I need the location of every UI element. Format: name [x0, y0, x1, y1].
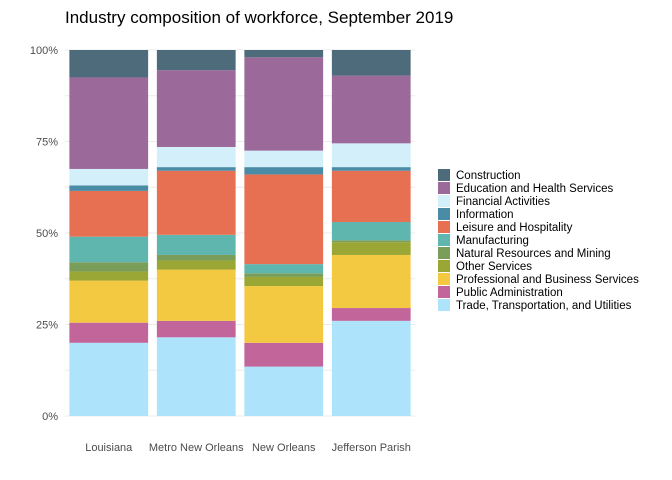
legend-label: Financial Activities: [456, 196, 550, 208]
bar-segment: [69, 280, 149, 323]
bar-segment: [244, 57, 324, 151]
bar-segment: [331, 143, 411, 168]
bar-segment: [331, 50, 411, 76]
legend-label: Public Administration: [456, 287, 563, 299]
bar-segment: [331, 167, 411, 171]
legend-label: Trade, Transportation, and Utilities: [456, 300, 632, 312]
bar-segment: [331, 170, 411, 223]
bar-segment: [244, 286, 324, 343]
bars: [69, 50, 411, 416]
bar-segment: [156, 70, 236, 147]
bar-segment: [244, 276, 324, 287]
bar-segment: [244, 50, 324, 58]
legend-key: [438, 247, 450, 259]
bar-segment: [244, 342, 324, 367]
legend-key: [438, 182, 450, 194]
bar-segment: [244, 174, 324, 265]
bar-segment: [69, 50, 149, 78]
x-tick-label: Jefferson Parish: [332, 442, 411, 454]
legend-key: [438, 169, 450, 181]
bar-segment: [156, 167, 236, 171]
x-tick-label: New Orleans: [252, 442, 316, 454]
y-tick-label: 50%: [36, 228, 58, 240]
legend-label: Professional and Business Services: [456, 274, 639, 286]
y-tick-label: 100%: [30, 45, 58, 57]
y-axis: 0% 25% 50% 75% 100%: [30, 45, 58, 423]
legend-key: [438, 260, 450, 272]
bar-segment: [156, 50, 236, 71]
bar-segment: [69, 168, 149, 186]
legend-key: [438, 299, 450, 311]
bar-segment: [69, 342, 149, 416]
legend-label: Natural Resources and Mining: [456, 248, 611, 260]
bar-segment: [69, 262, 149, 272]
bar-segment: [156, 170, 236, 235]
legend-key: [438, 221, 450, 233]
bar-segment: [331, 242, 411, 255]
legend-key: [438, 273, 450, 285]
legend-key: [438, 208, 450, 220]
y-tick-label: 75%: [36, 137, 58, 149]
legend-label: Leisure and Hospitality: [456, 222, 573, 234]
bar-segment: [331, 320, 411, 416]
bar-segment: [244, 150, 324, 168]
legend-key: [438, 195, 450, 207]
chart-title: Industry composition of workforce, Septe…: [65, 8, 453, 27]
bar-segment: [156, 234, 236, 255]
x-tick-label: Louisiana: [85, 442, 133, 454]
bar-segment: [331, 75, 411, 144]
bar-segment: [331, 254, 411, 309]
bar-segment: [69, 77, 149, 169]
bar-segment: [331, 240, 411, 243]
bar-segment: [244, 366, 324, 416]
legend-label: Education and Health Services: [456, 183, 614, 195]
legend-label: Other Services: [456, 261, 532, 273]
bar-segment: [69, 185, 149, 191]
bar-segment: [156, 254, 236, 261]
bar-segment: [69, 236, 149, 263]
bar-segment: [244, 264, 324, 274]
bar-segment: [156, 320, 236, 338]
legend-key: [438, 234, 450, 246]
bar-segment: [156, 269, 236, 321]
y-tick-label: 0%: [42, 411, 58, 423]
x-tick-label: Metro New Orleans: [149, 442, 244, 454]
legend-label: Construction: [456, 170, 521, 182]
bar-segment: [156, 337, 236, 416]
legend-label: Information: [456, 209, 514, 221]
legend-label: Manufacturing: [456, 235, 529, 247]
bar-segment: [331, 222, 411, 241]
bar-segment: [69, 322, 149, 343]
bar-segment: [69, 190, 149, 237]
x-axis: Louisiana Metro New Orleans New Orleans Jef…: [85, 442, 411, 454]
bar-segment: [244, 273, 324, 277]
bar-segment: [156, 146, 236, 168]
legend-key: [438, 286, 450, 298]
bar-segment: [331, 308, 411, 321]
bar-segment: [156, 260, 236, 270]
y-tick-label: 25%: [36, 320, 58, 332]
bar-segment: [69, 271, 149, 281]
bar-segment: [244, 167, 324, 175]
